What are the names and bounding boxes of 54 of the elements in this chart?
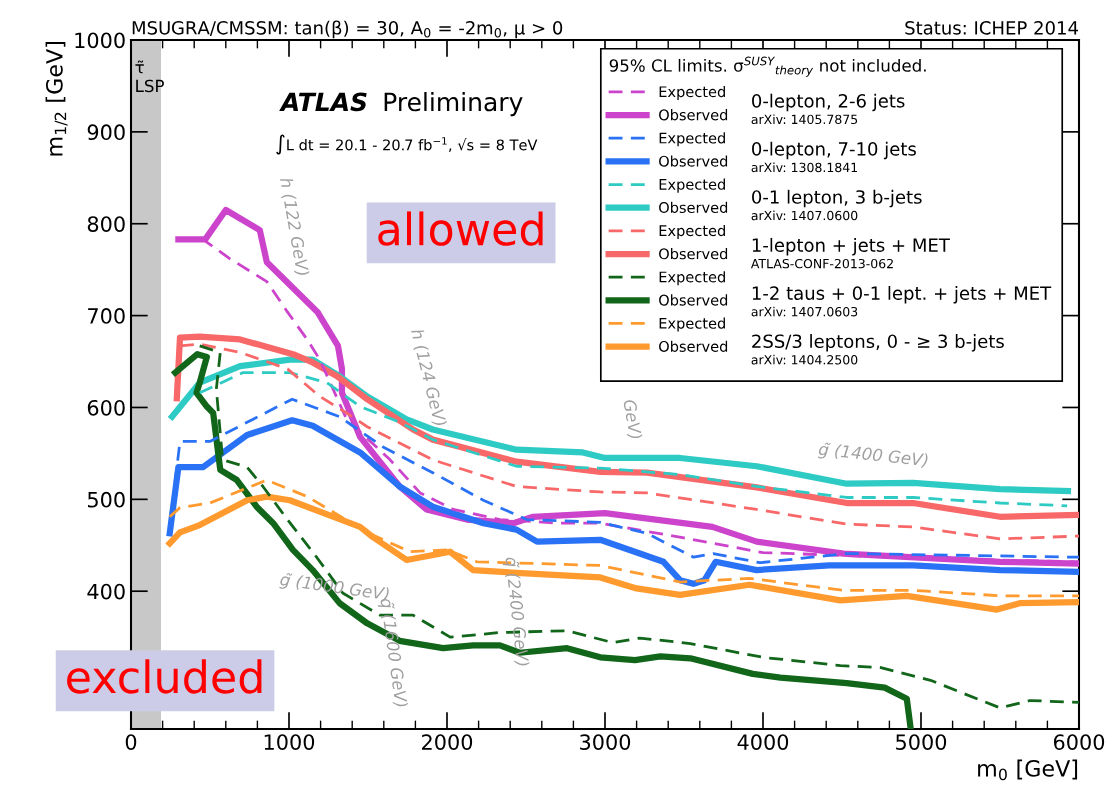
x-tick-label: 5000 bbox=[896, 734, 947, 750]
y-tick-label: 700 bbox=[88, 308, 125, 324]
legend-label: Observed bbox=[659, 248, 728, 260]
x-tick-label: 0 bbox=[125, 734, 137, 750]
annotation: 0-1 lepton, 3 b-jets bbox=[752, 189, 922, 208]
annotation: 0-lepton, 7-10 jets bbox=[752, 141, 916, 160]
y-tick-label: 500 bbox=[87, 491, 125, 508]
annotation: arXiv: 1405.7875 bbox=[751, 114, 858, 125]
legend-label: Expected bbox=[659, 132, 725, 147]
annotation: Preliminary bbox=[384, 91, 523, 117]
annotation: excluded bbox=[67, 659, 262, 694]
annotation: allowed bbox=[378, 211, 543, 246]
y-tick-label: 600 bbox=[87, 399, 125, 416]
annotation: g̃ (1400 GeV) bbox=[817, 441, 929, 470]
x-tick-label: 1000 bbox=[264, 734, 315, 750]
y-tick-label: 800 bbox=[87, 216, 125, 232]
legend-label: Observed bbox=[659, 340, 728, 352]
annotation: arXiv: 1407.0603 bbox=[751, 306, 858, 317]
annotation: arXiv: 1308.1841 bbox=[751, 162, 858, 173]
x-tick-label: 2000 bbox=[422, 734, 473, 750]
annotation: ATLAS-CONF-2013-062 bbox=[750, 258, 893, 269]
annotation: GeV) bbox=[621, 399, 643, 440]
x-tick-label: 6000 bbox=[1053, 734, 1105, 750]
y-tick-label: 1000 bbox=[75, 32, 125, 49]
legend-label: Observed bbox=[659, 294, 728, 306]
annotation: h (122 GeV) bbox=[277, 176, 310, 277]
legend-label: Expected bbox=[659, 85, 725, 101]
annotation: 1-2 taus + 0-1 lept. + jets + MET bbox=[752, 286, 1052, 304]
legend-label: Observed bbox=[659, 155, 728, 167]
legend-label: Observed bbox=[659, 109, 728, 121]
x-axis-title: m$_{0}$ [GeV] bbox=[978, 759, 1078, 781]
annotation: h (124 GeV) bbox=[408, 328, 448, 427]
y-axis-title: m$_{1/2}$ [GeV] bbox=[45, 42, 68, 156]
x-tick-label: 4000 bbox=[737, 734, 789, 750]
annotation: arXiv: 1404.2500 bbox=[751, 354, 858, 365]
legend-label: Observed bbox=[659, 201, 728, 214]
x-tick-label: 3000 bbox=[580, 734, 631, 750]
chart-title: MSUGRA/CMSSM: tan(β) = 30, A$_{0}$ = -2m$_{0}$, μ > 0 bbox=[132, 20, 563, 39]
annotation: 1-lepton + jets + MET bbox=[752, 237, 950, 256]
band-label: τ̃ LSP bbox=[135, 60, 164, 93]
annotation: 0-lepton, 2-6 jets bbox=[752, 93, 905, 112]
annotation: ∫L dt = 20.1 - 20.7 fb$^{−1}$, √s = 8 TeV bbox=[276, 134, 538, 155]
y-tick-label: 900 bbox=[87, 124, 125, 141]
legend-label: Expected bbox=[659, 271, 725, 286]
legend-label: Expected bbox=[659, 317, 725, 332]
annotation: arXiv: 1407.0600 bbox=[751, 210, 858, 221]
legend-label: Expected bbox=[659, 178, 725, 193]
legend-label: Expected bbox=[659, 224, 725, 239]
chart-subtitle: Status: ICHEP 2014 bbox=[905, 21, 1078, 35]
legend-title: 95% CL limits. σ$^{SUSY}$$_{theory}$ not included. bbox=[609, 56, 926, 77]
annotation: q̃ (2400 GeV) bbox=[502, 556, 530, 667]
y-tick-label: 400 bbox=[87, 583, 125, 600]
annotation: ATLAS bbox=[279, 92, 367, 112]
annotation: 2SS/3 leptons, 0 - ≥ 3 b-jets bbox=[752, 334, 1004, 352]
